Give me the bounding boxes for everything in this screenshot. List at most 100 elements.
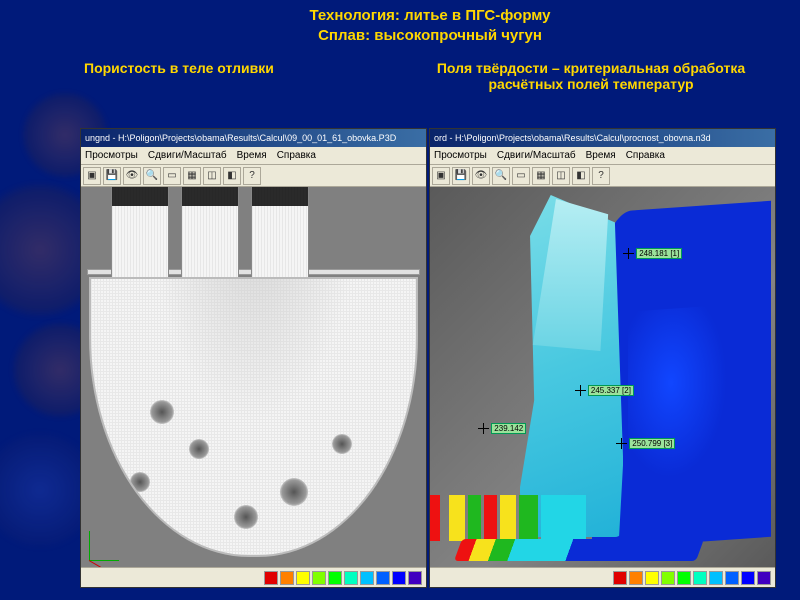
right-window: ord - H:\Poligon\Projects\obama\Results\… <box>429 128 776 588</box>
menu-item[interactable]: Сдвиги/Масштаб <box>148 150 227 161</box>
fit-icon[interactable]: ▭ <box>163 167 181 185</box>
riser <box>111 187 169 291</box>
zoom-icon[interactable]: 🔍 <box>492 167 510 185</box>
left-titlebar: ungnd - H:\Poligon\Projects\obama\Result… <box>81 129 426 147</box>
menu-item[interactable]: Просмотры <box>85 150 138 161</box>
right-caption-line-1: Поля твёрдости – критериальная обработка <box>402 60 780 76</box>
grid-icon[interactable]: ▦ <box>183 167 201 185</box>
probe-cross-icon <box>575 385 586 396</box>
probe-value: 248.181 [1] <box>636 248 682 259</box>
legend-swatch <box>741 571 755 585</box>
legend-swatch <box>629 571 643 585</box>
right-menubar: Просмотры Сдвиги/Масштаб Время Справка <box>430 147 775 165</box>
slide-sub-captions: Пористость в теле отливки Поля твёрдости… <box>80 60 780 92</box>
save-icon[interactable]: 💾 <box>452 167 470 185</box>
probe-value: 250.799 [3] <box>629 438 675 449</box>
porosity-spot <box>332 434 352 454</box>
slice-icon[interactable]: ◫ <box>203 167 221 185</box>
porosity-spot <box>130 472 150 492</box>
probe-value: 239.142 <box>491 423 526 434</box>
left-statusbar <box>81 567 426 587</box>
open-icon[interactable]: ▣ <box>432 167 450 185</box>
legend-swatch <box>344 571 358 585</box>
right-statusbar <box>430 567 775 587</box>
legend-swatch <box>613 571 627 585</box>
color-icon[interactable]: ◧ <box>572 167 590 185</box>
right-viewport[interactable]: 248.181 [1] 245.337 [2] 250.799 [3] 239.142 <box>430 187 775 567</box>
casting-mesh <box>89 277 418 557</box>
contour-segment <box>430 495 440 541</box>
contour-segment <box>500 495 516 541</box>
legend-swatch <box>645 571 659 585</box>
help-icon[interactable]: ? <box>243 167 261 185</box>
right-caption: Поля твёрдости – критериальная обработка… <box>402 60 780 92</box>
legend-swatch <box>709 571 723 585</box>
title-line-2: Сплав: высокопрочный чугун <box>80 26 780 46</box>
legend-swatch <box>360 571 374 585</box>
probe-point[interactable]: 250.799 [3] <box>616 438 675 449</box>
probe-point[interactable]: 239.142 <box>478 423 526 434</box>
hardness-contour: 248.181 [1] 245.337 [2] 250.799 [3] 239.142 <box>430 187 775 567</box>
legend-swatch <box>296 571 310 585</box>
legend-swatch <box>264 571 278 585</box>
legend-swatch <box>392 571 406 585</box>
porosity-spot <box>358 500 378 520</box>
probe-point[interactable]: 245.337 [2] <box>575 385 634 396</box>
porosity-spot <box>189 439 209 459</box>
legend-swatch <box>328 571 342 585</box>
legend-swatch <box>280 571 294 585</box>
help-icon[interactable]: ? <box>592 167 610 185</box>
contour-segment <box>519 495 538 541</box>
porosity-spot <box>234 505 258 529</box>
menu-item[interactable]: Время <box>237 150 267 161</box>
color-icon[interactable]: ◧ <box>223 167 241 185</box>
slice-icon[interactable]: ◫ <box>552 167 570 185</box>
contour-bottom-edge <box>454 539 704 561</box>
contour-segment <box>468 495 481 541</box>
view-icon[interactable]: 👁 <box>123 167 141 185</box>
contour-segment <box>484 495 497 541</box>
porosity-spot <box>280 478 308 506</box>
axis-y <box>89 531 90 561</box>
legend-swatch <box>757 571 771 585</box>
menu-item[interactable]: Справка <box>277 150 316 161</box>
menu-item[interactable]: Время <box>586 150 616 161</box>
probe-point[interactable]: 248.181 [1] <box>623 248 682 259</box>
grid-icon[interactable]: ▦ <box>532 167 550 185</box>
probe-cross-icon <box>616 438 627 449</box>
legend-swatch <box>693 571 707 585</box>
windows-container: ungnd - H:\Poligon\Projects\obama\Result… <box>80 128 776 588</box>
legend-swatch <box>661 571 675 585</box>
contour-segment <box>449 495 465 541</box>
legend-swatch <box>408 571 422 585</box>
title-line-1: Технология: литье в ПГС-форму <box>80 6 780 26</box>
view-icon[interactable]: 👁 <box>472 167 490 185</box>
left-caption: Пористость в теле отливки <box>80 60 402 92</box>
left-menubar: Просмотры Сдвиги/Масштаб Время Справка <box>81 147 426 165</box>
probe-value: 245.337 [2] <box>588 385 634 396</box>
legend-swatch <box>725 571 739 585</box>
slide-main-title: Технология: литье в ПГС-форму Сплав: выс… <box>80 0 780 45</box>
open-icon[interactable]: ▣ <box>83 167 101 185</box>
riser <box>251 187 309 291</box>
menu-item[interactable]: Сдвиги/Масштаб <box>497 150 576 161</box>
riser <box>181 187 239 291</box>
fit-icon[interactable]: ▭ <box>512 167 530 185</box>
menu-item[interactable]: Просмотры <box>434 150 487 161</box>
legend-swatch <box>677 571 691 585</box>
right-titlebar: ord - H:\Poligon\Projects\obama\Results\… <box>430 129 775 147</box>
save-icon[interactable]: 💾 <box>103 167 121 185</box>
axis-z <box>89 560 109 567</box>
probe-cross-icon <box>478 423 489 434</box>
contour-segment <box>541 495 585 541</box>
menu-item[interactable]: Справка <box>626 150 665 161</box>
left-window: ungnd - H:\Poligon\Projects\obama\Result… <box>80 128 427 588</box>
right-toolbar: ▣💾👁🔍▭▦◫◧? <box>430 165 775 187</box>
contour-base-strip <box>430 495 589 541</box>
axis-x <box>89 560 119 561</box>
probe-cross-icon <box>623 248 634 259</box>
legend-swatch <box>312 571 326 585</box>
left-viewport[interactable] <box>81 187 426 567</box>
zoom-icon[interactable]: 🔍 <box>143 167 161 185</box>
right-caption-line-2: расчётных полей температур <box>402 76 780 92</box>
